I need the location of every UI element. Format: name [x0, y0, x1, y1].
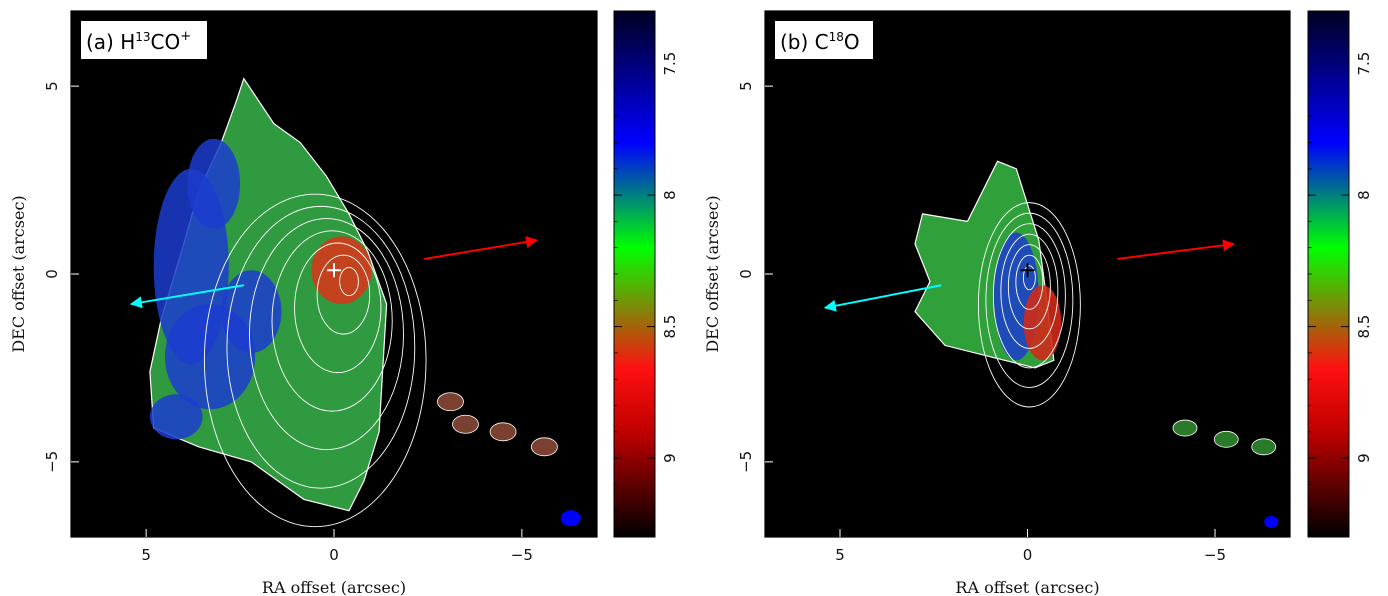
y-axis-title: DEC offset (arcsec)	[703, 195, 722, 352]
blue-region	[187, 138, 241, 229]
colorbar	[1307, 10, 1350, 538]
beam-ellipse	[1264, 515, 1279, 528]
clump	[489, 422, 517, 442]
colorbar-tick-label: 9	[661, 453, 679, 463]
x-tick-label: 5	[835, 546, 845, 564]
contour	[294, 242, 382, 374]
contour	[203, 193, 427, 528]
colorbar	[613, 10, 656, 538]
y-tick-label: 5	[737, 81, 755, 91]
emission-map	[914, 160, 1277, 456]
clump	[1251, 438, 1277, 456]
contour	[992, 223, 1066, 369]
clump	[1213, 430, 1239, 448]
x-axis-title: RA offset (arcsec)	[955, 578, 1099, 596]
y-axis-title: DEC offset (arcsec)	[9, 195, 28, 352]
clump	[452, 414, 479, 434]
contour	[271, 230, 393, 412]
redshifted-outflow-arrow	[1117, 239, 1235, 260]
contour	[977, 202, 1081, 408]
red-core	[311, 236, 372, 305]
x-tick-label: −5	[511, 546, 533, 564]
contour	[1000, 233, 1059, 349]
panel-label-box	[775, 21, 873, 59]
panel-label-box	[81, 21, 207, 59]
contour	[985, 212, 1074, 388]
y-tick-label: −5	[737, 451, 755, 473]
red-core	[1023, 285, 1062, 361]
y-tick-label: −5	[43, 451, 61, 473]
panel-0: 5 0 −5 5 0 −5 RA offset (arcsec) DEC offset (ar…	[9, 10, 679, 596]
y-tick-label: 0	[737, 269, 755, 279]
blueshifted-outflow-arrow	[823, 284, 942, 312]
colorbar-tick-label: 7.5	[1355, 52, 1373, 76]
colorbar-tick-label: 7.5	[661, 52, 679, 76]
contour	[1015, 254, 1044, 310]
x-tick-label: 5	[141, 546, 151, 564]
x-axis-title: RA offset (arcsec)	[262, 578, 406, 596]
contour	[339, 266, 359, 297]
emission-map	[149, 77, 558, 528]
colorbar-tick-label: 8	[1355, 190, 1373, 200]
x-tick-label: 0	[1023, 546, 1033, 564]
clump	[1172, 419, 1198, 437]
contour	[316, 254, 371, 335]
colorbar-tick-label: 8.5	[661, 315, 679, 339]
panel-1: 5 0 −5 5 0 −5 RA offset (arcsec) DEC offset (ar…	[703, 10, 1373, 596]
blueshifted-outflow-arrow	[129, 284, 244, 309]
clump	[437, 392, 464, 412]
contour	[226, 205, 416, 489]
clump	[531, 437, 558, 457]
contour	[1007, 244, 1051, 330]
colorbar-tick-label: 8	[661, 190, 679, 200]
y-tick-label: 0	[43, 269, 61, 279]
contour	[249, 218, 404, 451]
beam-ellipse	[560, 510, 581, 527]
redshifted-outflow-arrow	[424, 236, 539, 260]
x-tick-label: −5	[1204, 546, 1226, 564]
x-tick-label: 0	[329, 546, 339, 564]
y-tick-label: 5	[43, 81, 61, 91]
panel-label: (b) C18O	[780, 30, 860, 54]
contour	[1022, 265, 1036, 291]
colorbar-tick-label: 9	[1355, 453, 1373, 463]
panel-label: (a) H13CO+	[86, 29, 191, 54]
blue-region	[149, 394, 203, 440]
colorbar-tick-label: 8.5	[1355, 315, 1373, 339]
